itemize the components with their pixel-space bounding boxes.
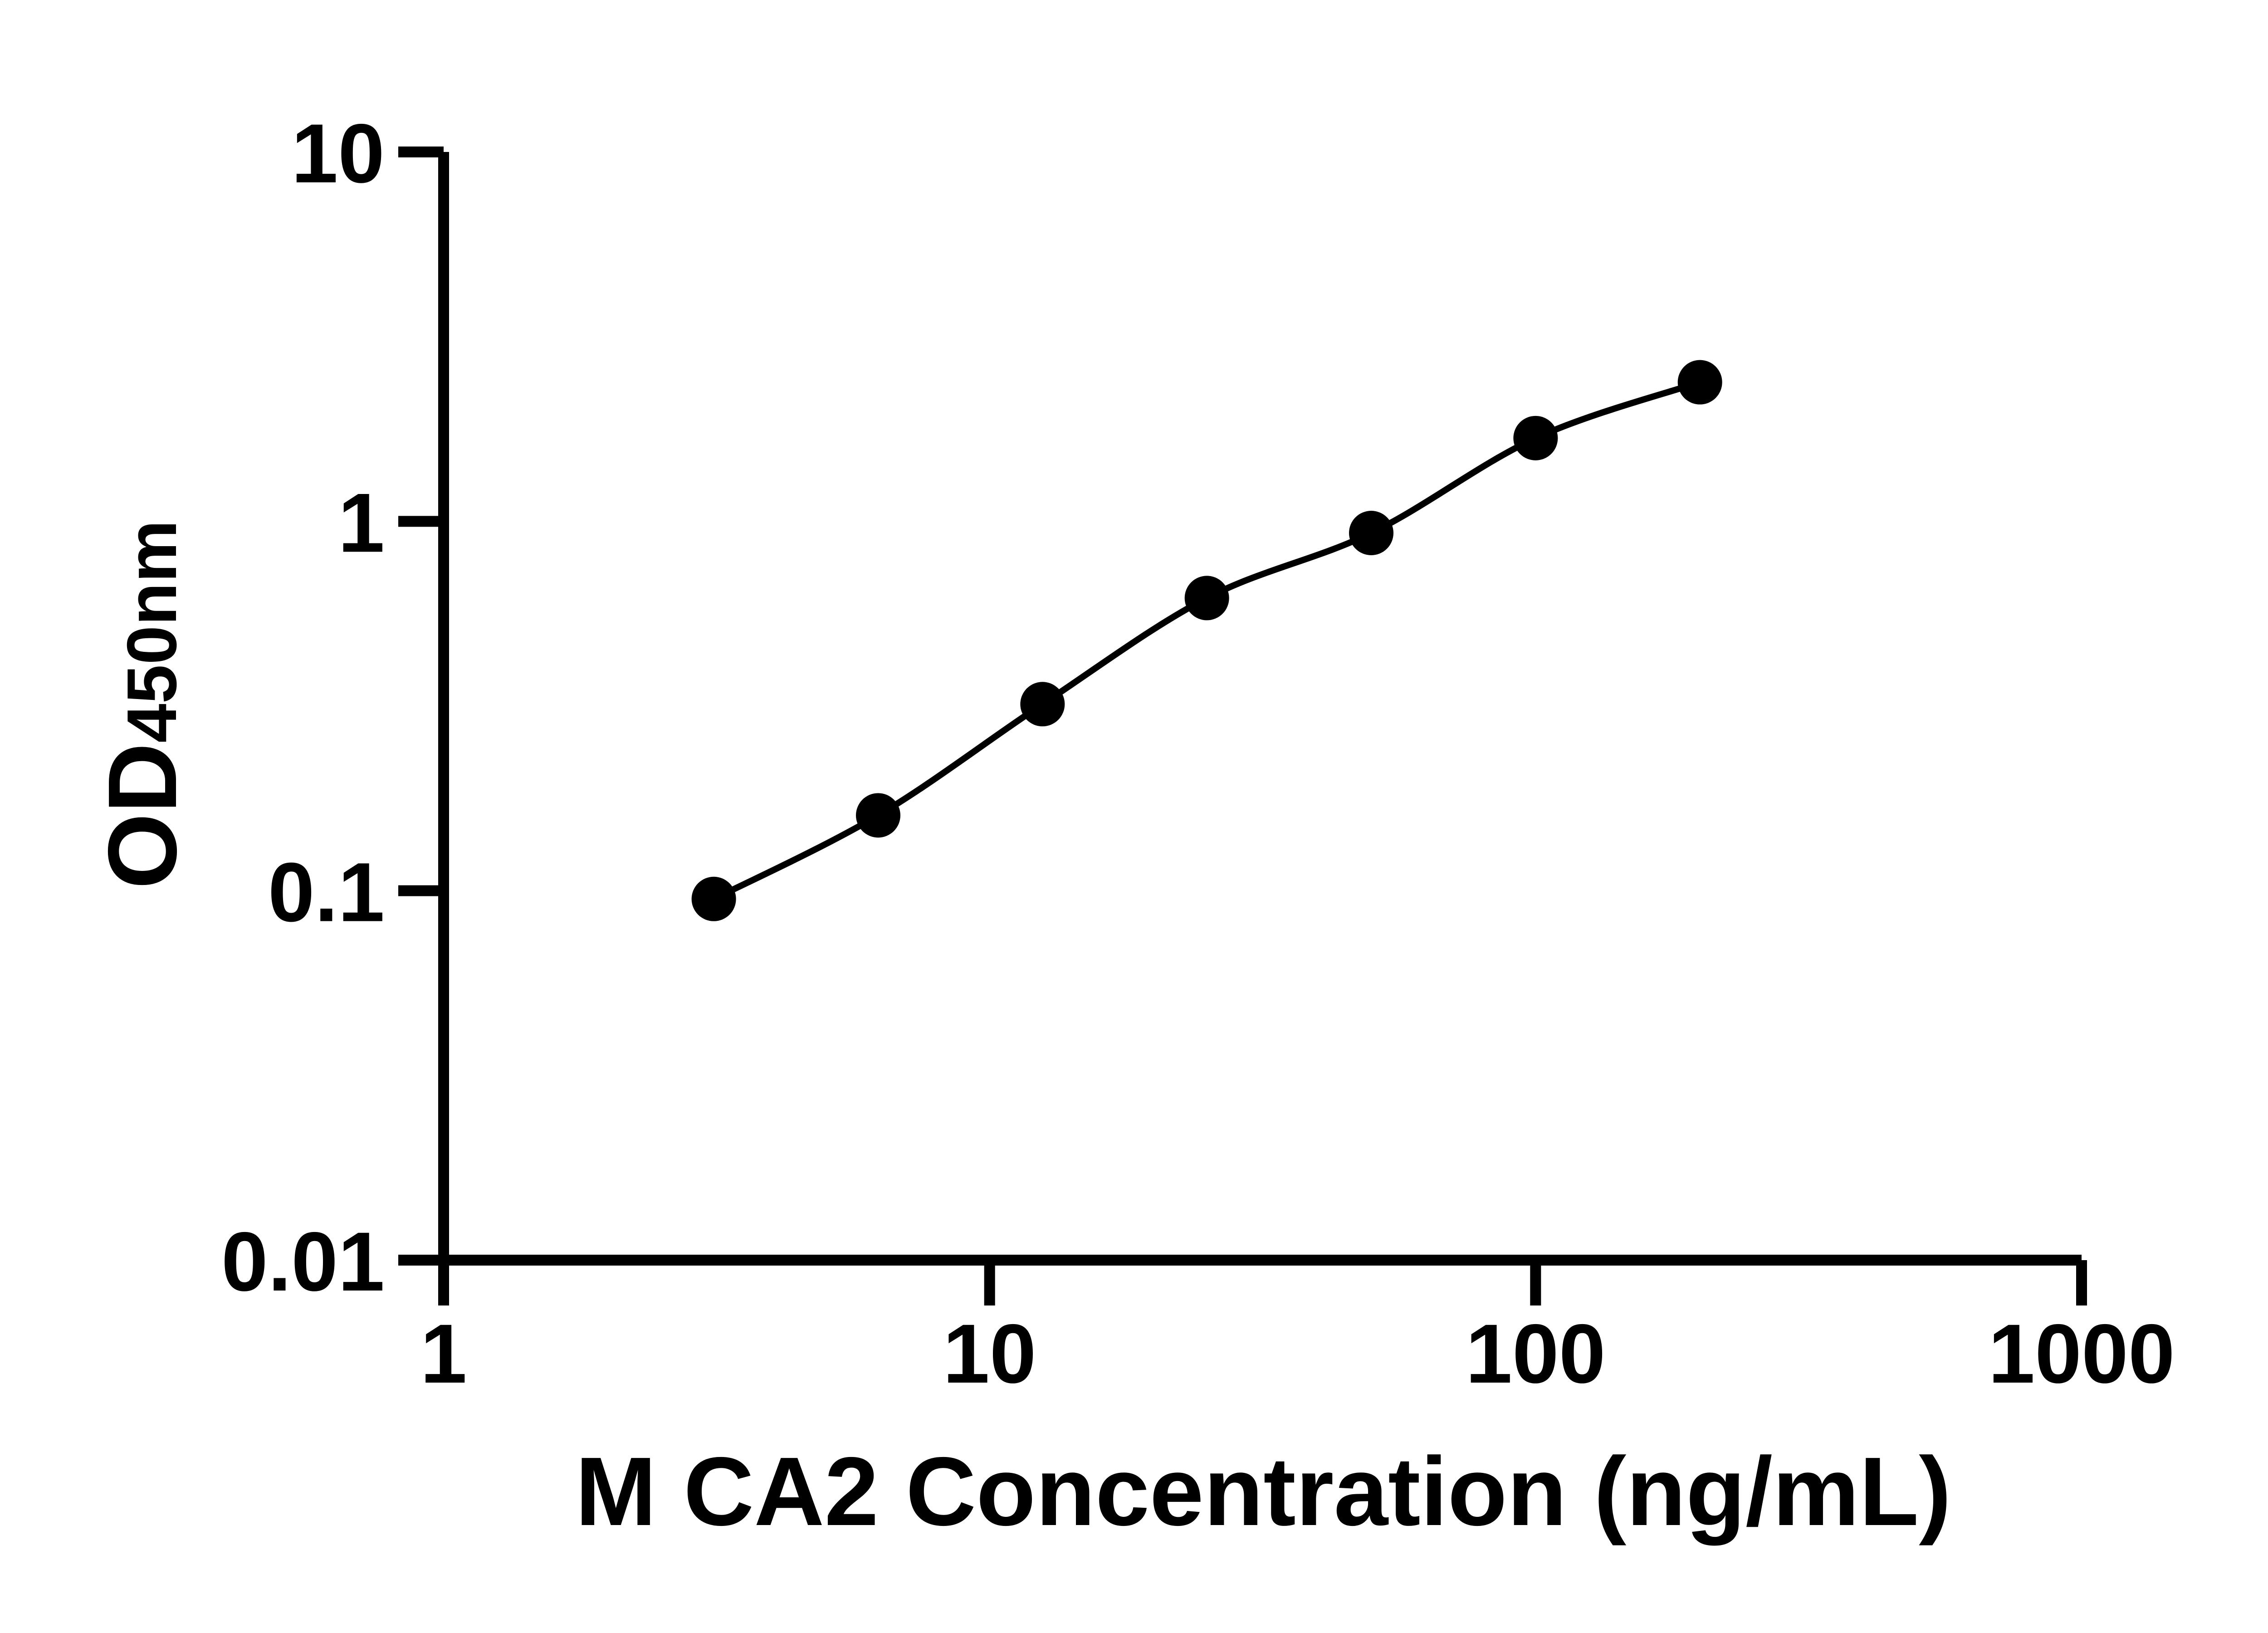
y-axis-tick-label-10: 10	[291, 107, 385, 200]
y-axis-tick-label-0.01: 0.01	[221, 1215, 385, 1309]
y-axis-title-sub: 450nm	[112, 520, 191, 743]
x-axis-tick-label-1: 1	[420, 1307, 467, 1401]
data-point-200	[1677, 360, 1722, 405]
x-axis-tick-label-1000: 1000	[1988, 1307, 2175, 1401]
x-axis-tick-label-10: 10	[943, 1307, 1036, 1401]
y-axis-tick-label-1: 1	[338, 476, 385, 570]
data-point-12.5	[1020, 682, 1065, 727]
data-point-100	[1513, 416, 1558, 460]
y-axis-tick-label-0.1: 0.1	[268, 846, 385, 939]
plot-area: 10 1 0.1 0.01 1 10 100 1000	[221, 107, 2175, 1401]
y-axis-title: OD450nm	[88, 520, 197, 889]
data-point-6.25	[855, 793, 900, 838]
data-point-50	[1349, 510, 1393, 555]
y-axis-title-main: OD	[88, 743, 197, 890]
x-axis-title: M CA2 Concentration (ng/mL)	[575, 1437, 1951, 1546]
x-axis-tick-label-100: 100	[1466, 1307, 1606, 1401]
data-point-3.125	[691, 876, 736, 921]
axis-frame	[438, 152, 2082, 1266]
data-point-25	[1184, 576, 1229, 621]
